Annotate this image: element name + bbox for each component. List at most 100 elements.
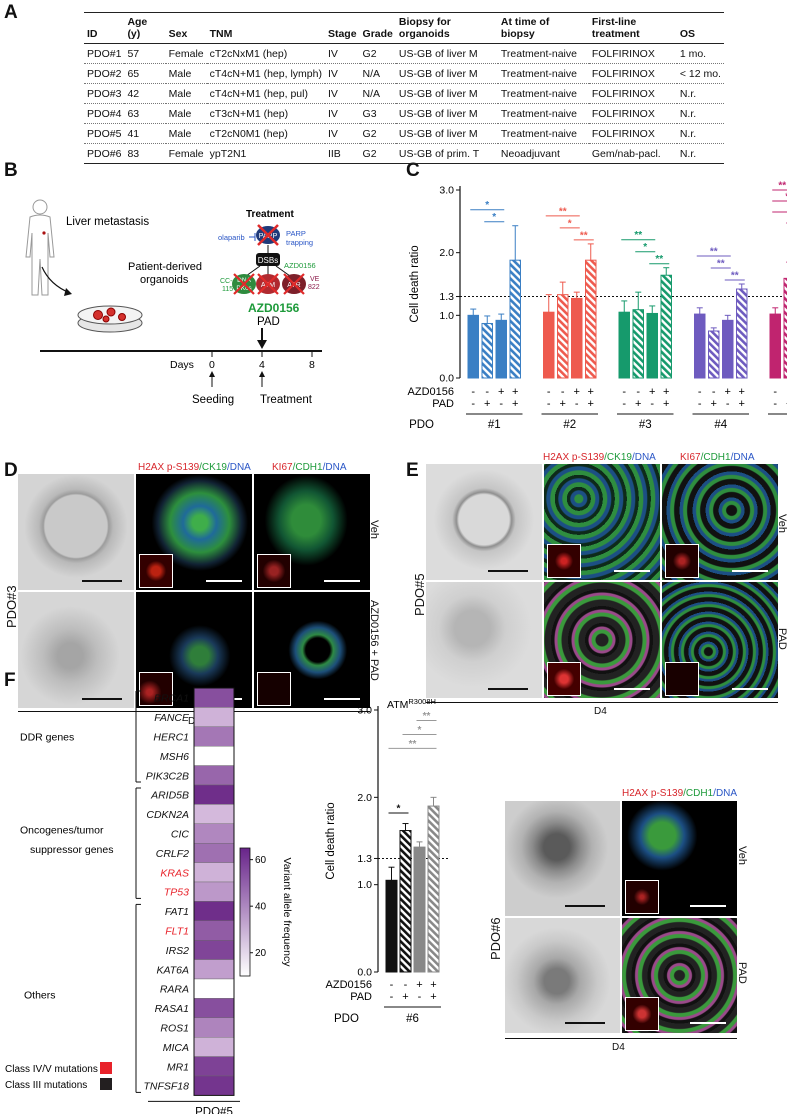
gene-label: TNFSF18 xyxy=(143,1081,189,1093)
table-cell: Treatment-naive xyxy=(497,43,589,64)
d-stain1-a: H2AX p-S139 xyxy=(138,462,200,473)
dsbs-label: DSBs xyxy=(258,256,278,265)
gene-label: FLT1 xyxy=(165,926,189,938)
chart-g-cell-death: 0.0 1.0 1.3 2.0 3.0 Cell death ratio ATMR3008H… xyxy=(325,697,450,1025)
azd-condition-label: - xyxy=(404,979,408,991)
e-row2-label: PAD xyxy=(776,628,787,650)
parp-cross-icon xyxy=(257,224,279,246)
e-bottom-rule xyxy=(426,702,778,703)
table-cell: 65 xyxy=(124,63,166,84)
group-label-others: Others xyxy=(24,990,56,1002)
h-side-label: PDO#6 xyxy=(488,917,503,960)
day-8-label: 8 xyxy=(309,359,315,371)
e-treated-brightfield xyxy=(426,582,542,698)
inhibit-arrow-icon xyxy=(249,233,256,241)
y-tick-label: 3.0 xyxy=(439,185,454,197)
azd-condition-label: + xyxy=(649,386,655,398)
y-tick-label: 1.3 xyxy=(439,291,454,303)
bar xyxy=(585,259,597,379)
table-cell: IV xyxy=(324,123,360,144)
azd-condition-label: + xyxy=(498,386,504,398)
table-header-cell: ID xyxy=(84,12,125,44)
table-cell: < 12 mo. xyxy=(676,63,724,84)
table-cell: Female xyxy=(165,143,207,164)
e-stain2-label: KI67/CDH1/DNA xyxy=(680,452,755,463)
table-cell: N.r. xyxy=(676,143,724,164)
e-stain1-label: H2AX p-S139/CK19/DNA xyxy=(543,452,656,463)
bar xyxy=(385,879,398,973)
h-stain-c: /DNA xyxy=(713,788,738,799)
d-veh-h2ax-image xyxy=(136,474,252,590)
azd-condition-label: - xyxy=(636,386,640,398)
table-cell: PDO#2 xyxy=(84,63,125,84)
liver-metastasis-dot-icon xyxy=(42,231,46,235)
pad-condition-label: - xyxy=(622,398,626,410)
table-row: PDO#5 41 Male cT2cN0M1 (hep) IV G2 US-GB of li… xyxy=(84,123,724,144)
azd-condition-label: + xyxy=(416,979,422,991)
e-stain2-b: /CDH1 xyxy=(700,452,731,463)
table-cell: PDO#3 xyxy=(84,83,125,104)
significance-label: ** xyxy=(710,247,718,258)
gene-label: MR1 xyxy=(167,1061,189,1073)
pad-condition-label: + xyxy=(711,398,717,410)
azd-condition-label: + xyxy=(588,386,594,398)
heatmap-cell xyxy=(193,1037,235,1057)
pdo-label-1: Patient-derived xyxy=(128,261,202,273)
column-label: PDO#5 xyxy=(195,1106,233,1114)
table-cell: cT3cN+M1 (hep) xyxy=(206,103,325,124)
azd-condition-label: - xyxy=(622,386,626,398)
table-cell: US-GB of liver M xyxy=(395,63,498,84)
heatmap-cell xyxy=(193,959,235,980)
gene-label: RASA1 xyxy=(155,1003,189,1015)
azd-condition-label: + xyxy=(574,386,580,398)
group-label: #3 xyxy=(639,419,652,431)
bar xyxy=(632,309,644,379)
table-cell: 41 xyxy=(124,123,166,144)
table-header-cell: Age (y) xyxy=(124,12,166,44)
table-cell: US-GB of prim. T xyxy=(395,143,498,164)
h-treated-image xyxy=(622,918,737,1033)
azd-condition-label: - xyxy=(773,386,777,398)
pdo-label-2: organoids xyxy=(140,274,189,286)
table-cell: N.r. xyxy=(676,123,724,144)
table-row: PDO#6 83 Female ypT2N1 IIB G2 US-GB of prim. T… xyxy=(84,143,724,164)
table-header-cell: At time of biopsy xyxy=(497,12,589,44)
days-label: Days xyxy=(170,359,194,371)
bar xyxy=(618,311,630,379)
chart-title-main: ATM xyxy=(387,699,408,711)
gene-label: CIC xyxy=(171,829,190,841)
table-cell: US-GB of liver M xyxy=(395,83,498,104)
table-cell: Treatment-naive xyxy=(497,103,589,124)
significance-label: ** xyxy=(731,271,739,282)
pad-condition-label: - xyxy=(650,398,654,410)
gene-label: CRLF2 xyxy=(156,848,189,860)
seeding-arrow-icon xyxy=(209,371,215,377)
significance-label: ** xyxy=(785,192,787,203)
gene-label: TP53 xyxy=(164,887,189,899)
table-cell: N/A xyxy=(359,83,396,104)
gene-label: IRS2 xyxy=(166,945,190,957)
group-label: #4 xyxy=(714,419,727,431)
colorbar xyxy=(239,847,251,977)
table-cell: Male xyxy=(165,123,207,144)
bar xyxy=(783,277,787,379)
significance-label: ** xyxy=(409,739,417,750)
bar xyxy=(413,846,426,973)
h-bottom-rule xyxy=(505,1038,737,1039)
azd-condition-label: + xyxy=(512,386,518,398)
pad-condition-label: - xyxy=(390,991,394,1003)
significance-label: ** xyxy=(634,230,642,241)
bar xyxy=(557,294,569,379)
gene-label: KRAS xyxy=(160,867,189,879)
table-header-cell: Stage xyxy=(324,12,360,44)
h-veh-brightfield xyxy=(505,801,620,916)
d-stain2-label: KI67/CDH1/DNA xyxy=(272,462,347,473)
table-cell: IV xyxy=(324,103,360,124)
d-veh-ki67-image xyxy=(254,474,370,590)
pad-condition-label: - xyxy=(773,398,777,410)
bar xyxy=(427,805,440,973)
pad-condition-label: - xyxy=(499,398,503,410)
e-stain1-a: H2AX p-S139 xyxy=(543,452,605,463)
table-row: PDO#1 57 Female cT2cNxM1 (hep) IV G2 US-GB of … xyxy=(84,43,724,64)
d-treated-ki67-image xyxy=(254,592,370,708)
